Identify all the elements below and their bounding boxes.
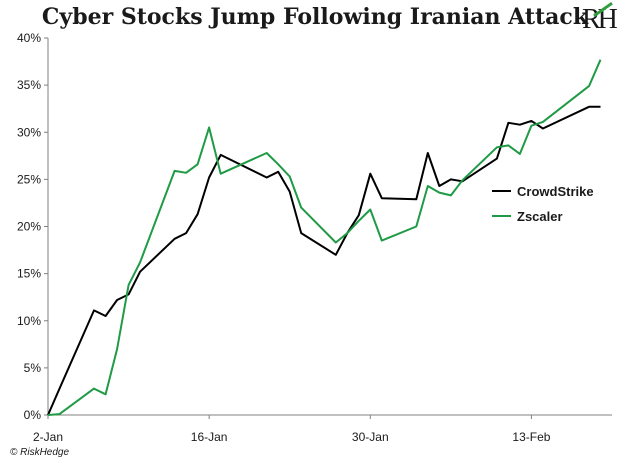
series-line-crowdstrike xyxy=(47,105,601,416)
x-tick-label: 2-Jan xyxy=(33,430,63,444)
y-tick-label: 40% xyxy=(17,31,41,45)
y-tick-label: 25% xyxy=(17,172,41,186)
y-tick-label: 20% xyxy=(17,220,41,234)
x-tick-label: 16-Jan xyxy=(191,430,228,444)
y-tick-label: 5% xyxy=(24,361,42,375)
y-tick-label: 0% xyxy=(24,408,42,422)
x-tick-label: 13-Feb xyxy=(512,430,550,444)
legend-label-crowdstrike: CrowdStrike xyxy=(517,184,594,199)
riskhedge-logo: RH xyxy=(582,1,626,38)
series-line-zscaler xyxy=(47,59,602,416)
y-tick-label: 30% xyxy=(17,125,41,139)
source-credit: © RiskHedge xyxy=(10,447,70,458)
x-tick-label: 30-Jan xyxy=(352,430,389,444)
y-tick-label: 10% xyxy=(17,314,41,328)
y-tick-label: 35% xyxy=(17,78,41,92)
y-tick-label: 15% xyxy=(17,267,41,281)
legend-label-zscaler: Zscaler xyxy=(517,209,563,224)
chart-title: Cyber Stocks Jump Following Iranian Atta… xyxy=(41,4,589,30)
